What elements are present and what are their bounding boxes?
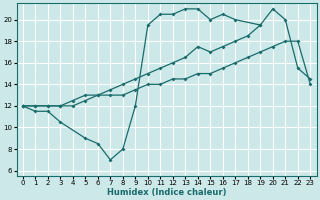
X-axis label: Humidex (Indice chaleur): Humidex (Indice chaleur) bbox=[107, 188, 226, 197]
